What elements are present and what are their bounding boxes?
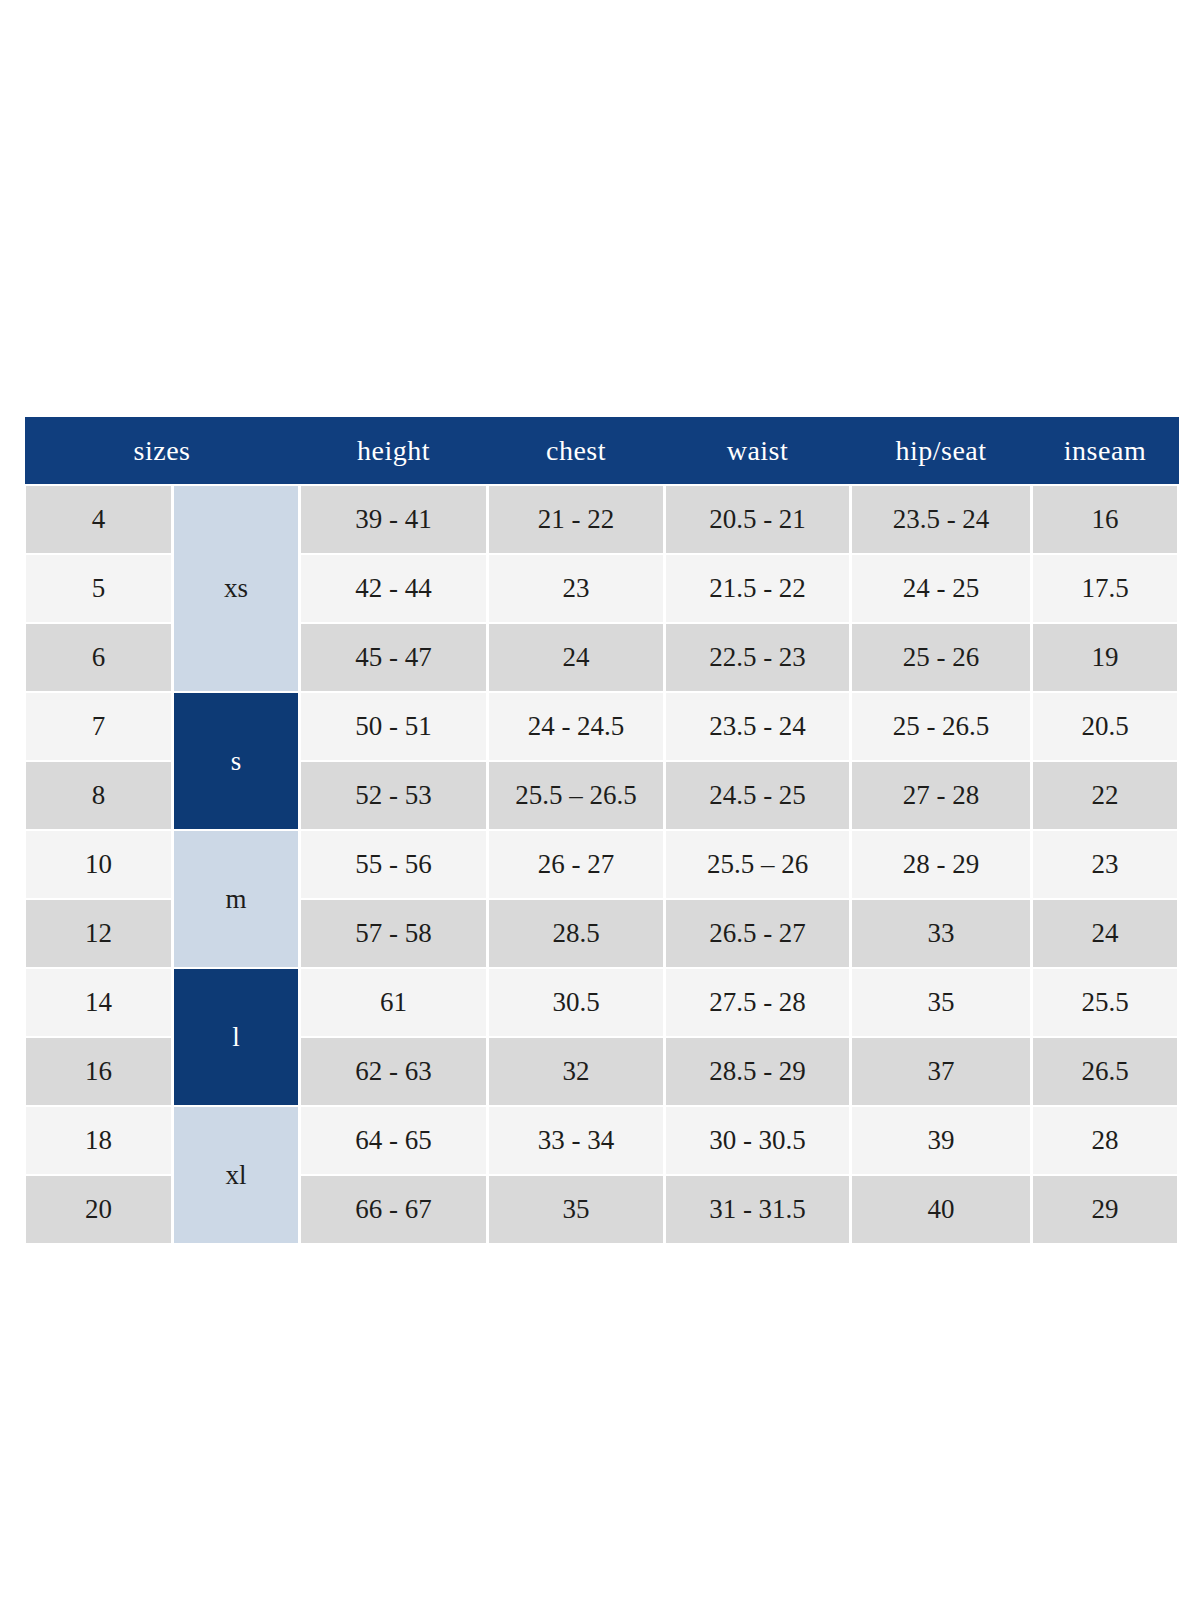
hip-seat-cell: 23.5 - 24 [851, 485, 1032, 554]
size-chart-header: sizes height chest waist hip/seat inseam [25, 417, 1179, 485]
chest-cell: 24 [488, 623, 665, 692]
inseam-cell: 17.5 [1032, 554, 1179, 623]
inseam-cell: 16 [1032, 485, 1179, 554]
waist-cell: 25.5 – 26 [665, 830, 851, 899]
waist-cell: 21.5 - 22 [665, 554, 851, 623]
chest-cell: 24 - 24.5 [488, 692, 665, 761]
size-group-cell-s: s [173, 692, 300, 830]
chest-cell: 26 - 27 [488, 830, 665, 899]
table-row: 4xs39 - 4121 - 2220.5 - 2123.5 - 2416 [25, 485, 1179, 554]
inseam-cell: 25.5 [1032, 968, 1179, 1037]
height-cell: 62 - 63 [300, 1037, 488, 1106]
size-cell: 7 [25, 692, 173, 761]
waist-cell: 22.5 - 23 [665, 623, 851, 692]
header-row: sizes height chest waist hip/seat inseam [25, 417, 1179, 485]
waist-cell: 31 - 31.5 [665, 1175, 851, 1244]
size-chart-body: 4xs39 - 4121 - 2220.5 - 2123.5 - 2416542… [25, 485, 1179, 1244]
size-group-cell-xl: xl [173, 1106, 300, 1244]
header-chest: chest [488, 417, 665, 485]
header-sizes: sizes [25, 417, 300, 485]
table-row: 18xl64 - 6533 - 3430 - 30.53928 [25, 1106, 1179, 1175]
hip-seat-cell: 27 - 28 [851, 761, 1032, 830]
size-chart-table: sizes height chest waist hip/seat inseam… [23, 417, 1180, 1245]
height-cell: 64 - 65 [300, 1106, 488, 1175]
inseam-cell: 20.5 [1032, 692, 1179, 761]
waist-cell: 30 - 30.5 [665, 1106, 851, 1175]
size-cell: 10 [25, 830, 173, 899]
height-cell: 39 - 41 [300, 485, 488, 554]
chest-cell: 35 [488, 1175, 665, 1244]
height-cell: 45 - 47 [300, 623, 488, 692]
size-group-cell-xs: xs [173, 485, 300, 692]
size-cell: 20 [25, 1175, 173, 1244]
height-cell: 55 - 56 [300, 830, 488, 899]
hip-seat-cell: 40 [851, 1175, 1032, 1244]
hip-seat-cell: 33 [851, 899, 1032, 968]
waist-cell: 28.5 - 29 [665, 1037, 851, 1106]
inseam-cell: 19 [1032, 623, 1179, 692]
inseam-cell: 22 [1032, 761, 1179, 830]
waist-cell: 20.5 - 21 [665, 485, 851, 554]
inseam-cell: 29 [1032, 1175, 1179, 1244]
size-cell: 4 [25, 485, 173, 554]
chest-cell: 28.5 [488, 899, 665, 968]
inseam-cell: 23 [1032, 830, 1179, 899]
height-cell: 50 - 51 [300, 692, 488, 761]
size-group-cell-m: m [173, 830, 300, 968]
table-row: 14l6130.527.5 - 283525.5 [25, 968, 1179, 1037]
waist-cell: 24.5 - 25 [665, 761, 851, 830]
size-cell: 8 [25, 761, 173, 830]
hip-seat-cell: 35 [851, 968, 1032, 1037]
waist-cell: 23.5 - 24 [665, 692, 851, 761]
size-cell: 6 [25, 623, 173, 692]
size-cell: 16 [25, 1037, 173, 1106]
page: sizes height chest waist hip/seat inseam… [0, 0, 1200, 1600]
hip-seat-cell: 25 - 26.5 [851, 692, 1032, 761]
header-hip-seat: hip/seat [851, 417, 1032, 485]
height-cell: 42 - 44 [300, 554, 488, 623]
hip-seat-cell: 25 - 26 [851, 623, 1032, 692]
chest-cell: 33 - 34 [488, 1106, 665, 1175]
chest-cell: 25.5 – 26.5 [488, 761, 665, 830]
hip-seat-cell: 24 - 25 [851, 554, 1032, 623]
chest-cell: 21 - 22 [488, 485, 665, 554]
header-height: height [300, 417, 488, 485]
inseam-cell: 28 [1032, 1106, 1179, 1175]
size-cell: 14 [25, 968, 173, 1037]
chest-cell: 32 [488, 1037, 665, 1106]
chest-cell: 30.5 [488, 968, 665, 1037]
header-inseam: inseam [1032, 417, 1179, 485]
waist-cell: 27.5 - 28 [665, 968, 851, 1037]
hip-seat-cell: 37 [851, 1037, 1032, 1106]
height-cell: 66 - 67 [300, 1175, 488, 1244]
size-cell: 5 [25, 554, 173, 623]
waist-cell: 26.5 - 27 [665, 899, 851, 968]
table-row: 10m55 - 5626 - 2725.5 – 2628 - 2923 [25, 830, 1179, 899]
chest-cell: 23 [488, 554, 665, 623]
size-group-cell-l: l [173, 968, 300, 1106]
size-cell: 18 [25, 1106, 173, 1175]
height-cell: 52 - 53 [300, 761, 488, 830]
height-cell: 57 - 58 [300, 899, 488, 968]
inseam-cell: 26.5 [1032, 1037, 1179, 1106]
hip-seat-cell: 39 [851, 1106, 1032, 1175]
inseam-cell: 24 [1032, 899, 1179, 968]
table-row: 7s50 - 5124 - 24.523.5 - 2425 - 26.520.5 [25, 692, 1179, 761]
height-cell: 61 [300, 968, 488, 1037]
hip-seat-cell: 28 - 29 [851, 830, 1032, 899]
size-cell: 12 [25, 899, 173, 968]
header-waist: waist [665, 417, 851, 485]
